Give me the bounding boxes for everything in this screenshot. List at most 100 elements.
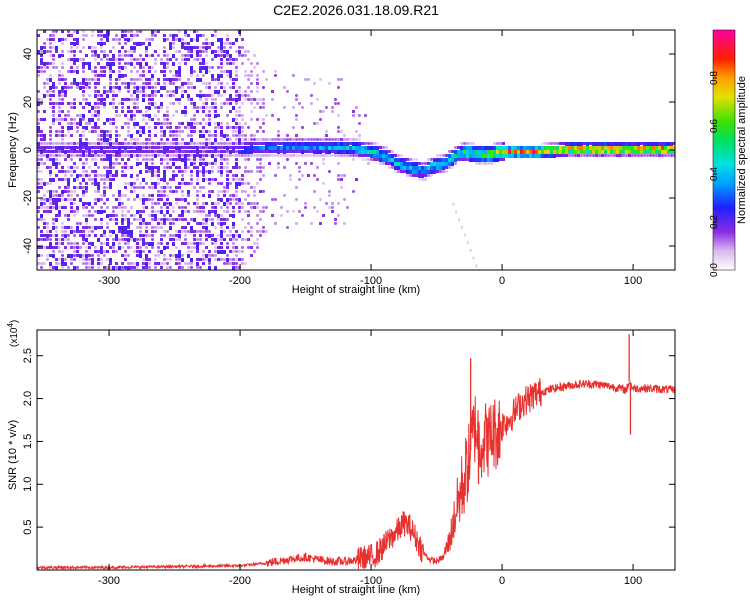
spectrogram-cell	[199, 50, 202, 53]
spectrogram-cell	[73, 58, 76, 62]
spectrogram-cell	[667, 150, 670, 154]
spectrogram-cell	[124, 166, 127, 169]
spectrogram-cell	[118, 102, 121, 105]
spectrogram-cell	[118, 70, 121, 73]
spectrogram-cell	[49, 90, 52, 93]
spectrogram-cell	[61, 134, 64, 137]
spectrogram-cell	[484, 150, 487, 154]
spectrogram-cell	[229, 230, 232, 233]
spectrogram-cell	[118, 134, 121, 137]
spectrogram-cell	[154, 170, 157, 173]
spectrogram-cell	[70, 42, 73, 45]
spectrogram-cell	[169, 154, 172, 157]
spectrogram-cell	[286, 146, 289, 150]
spectrogram-cell	[163, 154, 166, 157]
spectrogram-cell	[127, 242, 130, 245]
spectrogram-cell	[73, 82, 76, 85]
spectrogram-cell	[145, 150, 148, 153]
spectrogram-cell	[124, 182, 127, 185]
spectrogram-cell	[475, 264, 478, 268]
spectrogram-cell	[112, 122, 115, 125]
spectrogram-cell	[238, 166, 241, 169]
spectrogram-cell	[205, 202, 208, 205]
spectrogram-cell	[43, 134, 46, 138]
spectrogram-cell	[154, 86, 157, 89]
spectrogram-cell	[250, 186, 253, 189]
spectrogram-cell	[157, 122, 160, 125]
spectrogram-cell	[223, 166, 226, 169]
spectrogram-cell	[634, 154, 637, 157]
spectrogram-cell	[106, 118, 109, 122]
spectrogram-cell	[217, 190, 220, 193]
spectrogram-cell	[124, 50, 127, 53]
spectrogram-cell	[145, 38, 148, 41]
spectrogram-cell	[112, 142, 115, 145]
spectrogram-cell	[181, 110, 184, 114]
spectrogram-cell	[82, 66, 85, 69]
spectrogram-cell	[79, 254, 82, 258]
spectrogram-cell	[160, 266, 163, 269]
spectrogram-cell	[187, 166, 190, 169]
spectrogram-cell	[316, 146, 319, 150]
spectrogram-cell	[172, 78, 175, 81]
spectrogram-cell	[136, 110, 139, 113]
spectrogram-cell	[163, 174, 166, 178]
spectrogram-cell	[85, 174, 88, 177]
spectrogram-cell	[145, 94, 148, 97]
spectrogram-cell	[151, 90, 154, 94]
spectrogram-cell	[175, 174, 178, 177]
spectrogram-cell	[226, 54, 229, 57]
spectrogram-cell	[184, 82, 187, 85]
spectrogram-cell	[202, 42, 205, 45]
spectrogram-cell	[157, 202, 160, 205]
spectrogram-cell	[331, 106, 334, 109]
spectrogram-cell	[88, 178, 91, 181]
spectrogram-cell	[226, 182, 229, 186]
spectrogram-cell	[250, 74, 253, 77]
spectrogram-cell	[157, 254, 160, 257]
spectrogram-cell	[169, 258, 172, 261]
spectrogram-cell	[199, 54, 202, 57]
spectrogram-cell	[286, 226, 289, 229]
spectrogram-cell	[85, 258, 88, 261]
spectrogram-cell	[196, 170, 199, 174]
colorbar-gradient	[712, 29, 736, 271]
spectrogram-cell	[337, 138, 340, 141]
spectrogram-cell	[97, 174, 100, 177]
spectrogram-cell	[166, 186, 169, 189]
spectrogram-cell	[232, 150, 235, 153]
spectrogram-cell	[106, 130, 109, 133]
spectrogram-cell	[163, 134, 166, 137]
spectrogram-cell	[103, 166, 106, 169]
spectrogram-cell	[337, 150, 340, 154]
spectrogram-cell	[115, 94, 118, 97]
spectrogram-cell	[631, 142, 634, 146]
spectrogram-cell	[49, 130, 52, 133]
spectrogram-cell	[274, 222, 277, 225]
spectrogram-cell	[607, 142, 610, 146]
y-tick-label: 2.5	[22, 348, 34, 363]
spectrogram-cell	[130, 186, 133, 189]
spectrogram-cell	[457, 146, 460, 149]
spectrogram-cell	[160, 210, 163, 214]
spectrogram-cell	[157, 54, 160, 57]
spectrogram-cell	[43, 222, 46, 225]
spectrogram-cell	[175, 134, 178, 137]
spectrogram-cell	[136, 138, 139, 141]
spectrogram-cell	[76, 42, 79, 45]
spectrogram-cell	[208, 138, 211, 141]
spectrogram-cell	[118, 242, 121, 245]
spectrogram-cell	[151, 102, 154, 106]
spectrogram-cell	[106, 226, 109, 229]
spectrogram-cell	[235, 158, 238, 161]
spectrogram-cell	[133, 98, 136, 101]
spectrogram-cell	[250, 226, 253, 229]
spectrogram-cell	[142, 150, 145, 153]
spectrogram-cell	[547, 142, 550, 145]
spectrogram-cell	[112, 38, 115, 41]
spectrogram-cell	[256, 82, 259, 85]
spectrogram-cell	[94, 182, 97, 186]
spectrogram-cell	[160, 234, 163, 237]
spectrogram-cell	[109, 170, 112, 174]
spectrogram-cell	[178, 262, 181, 265]
